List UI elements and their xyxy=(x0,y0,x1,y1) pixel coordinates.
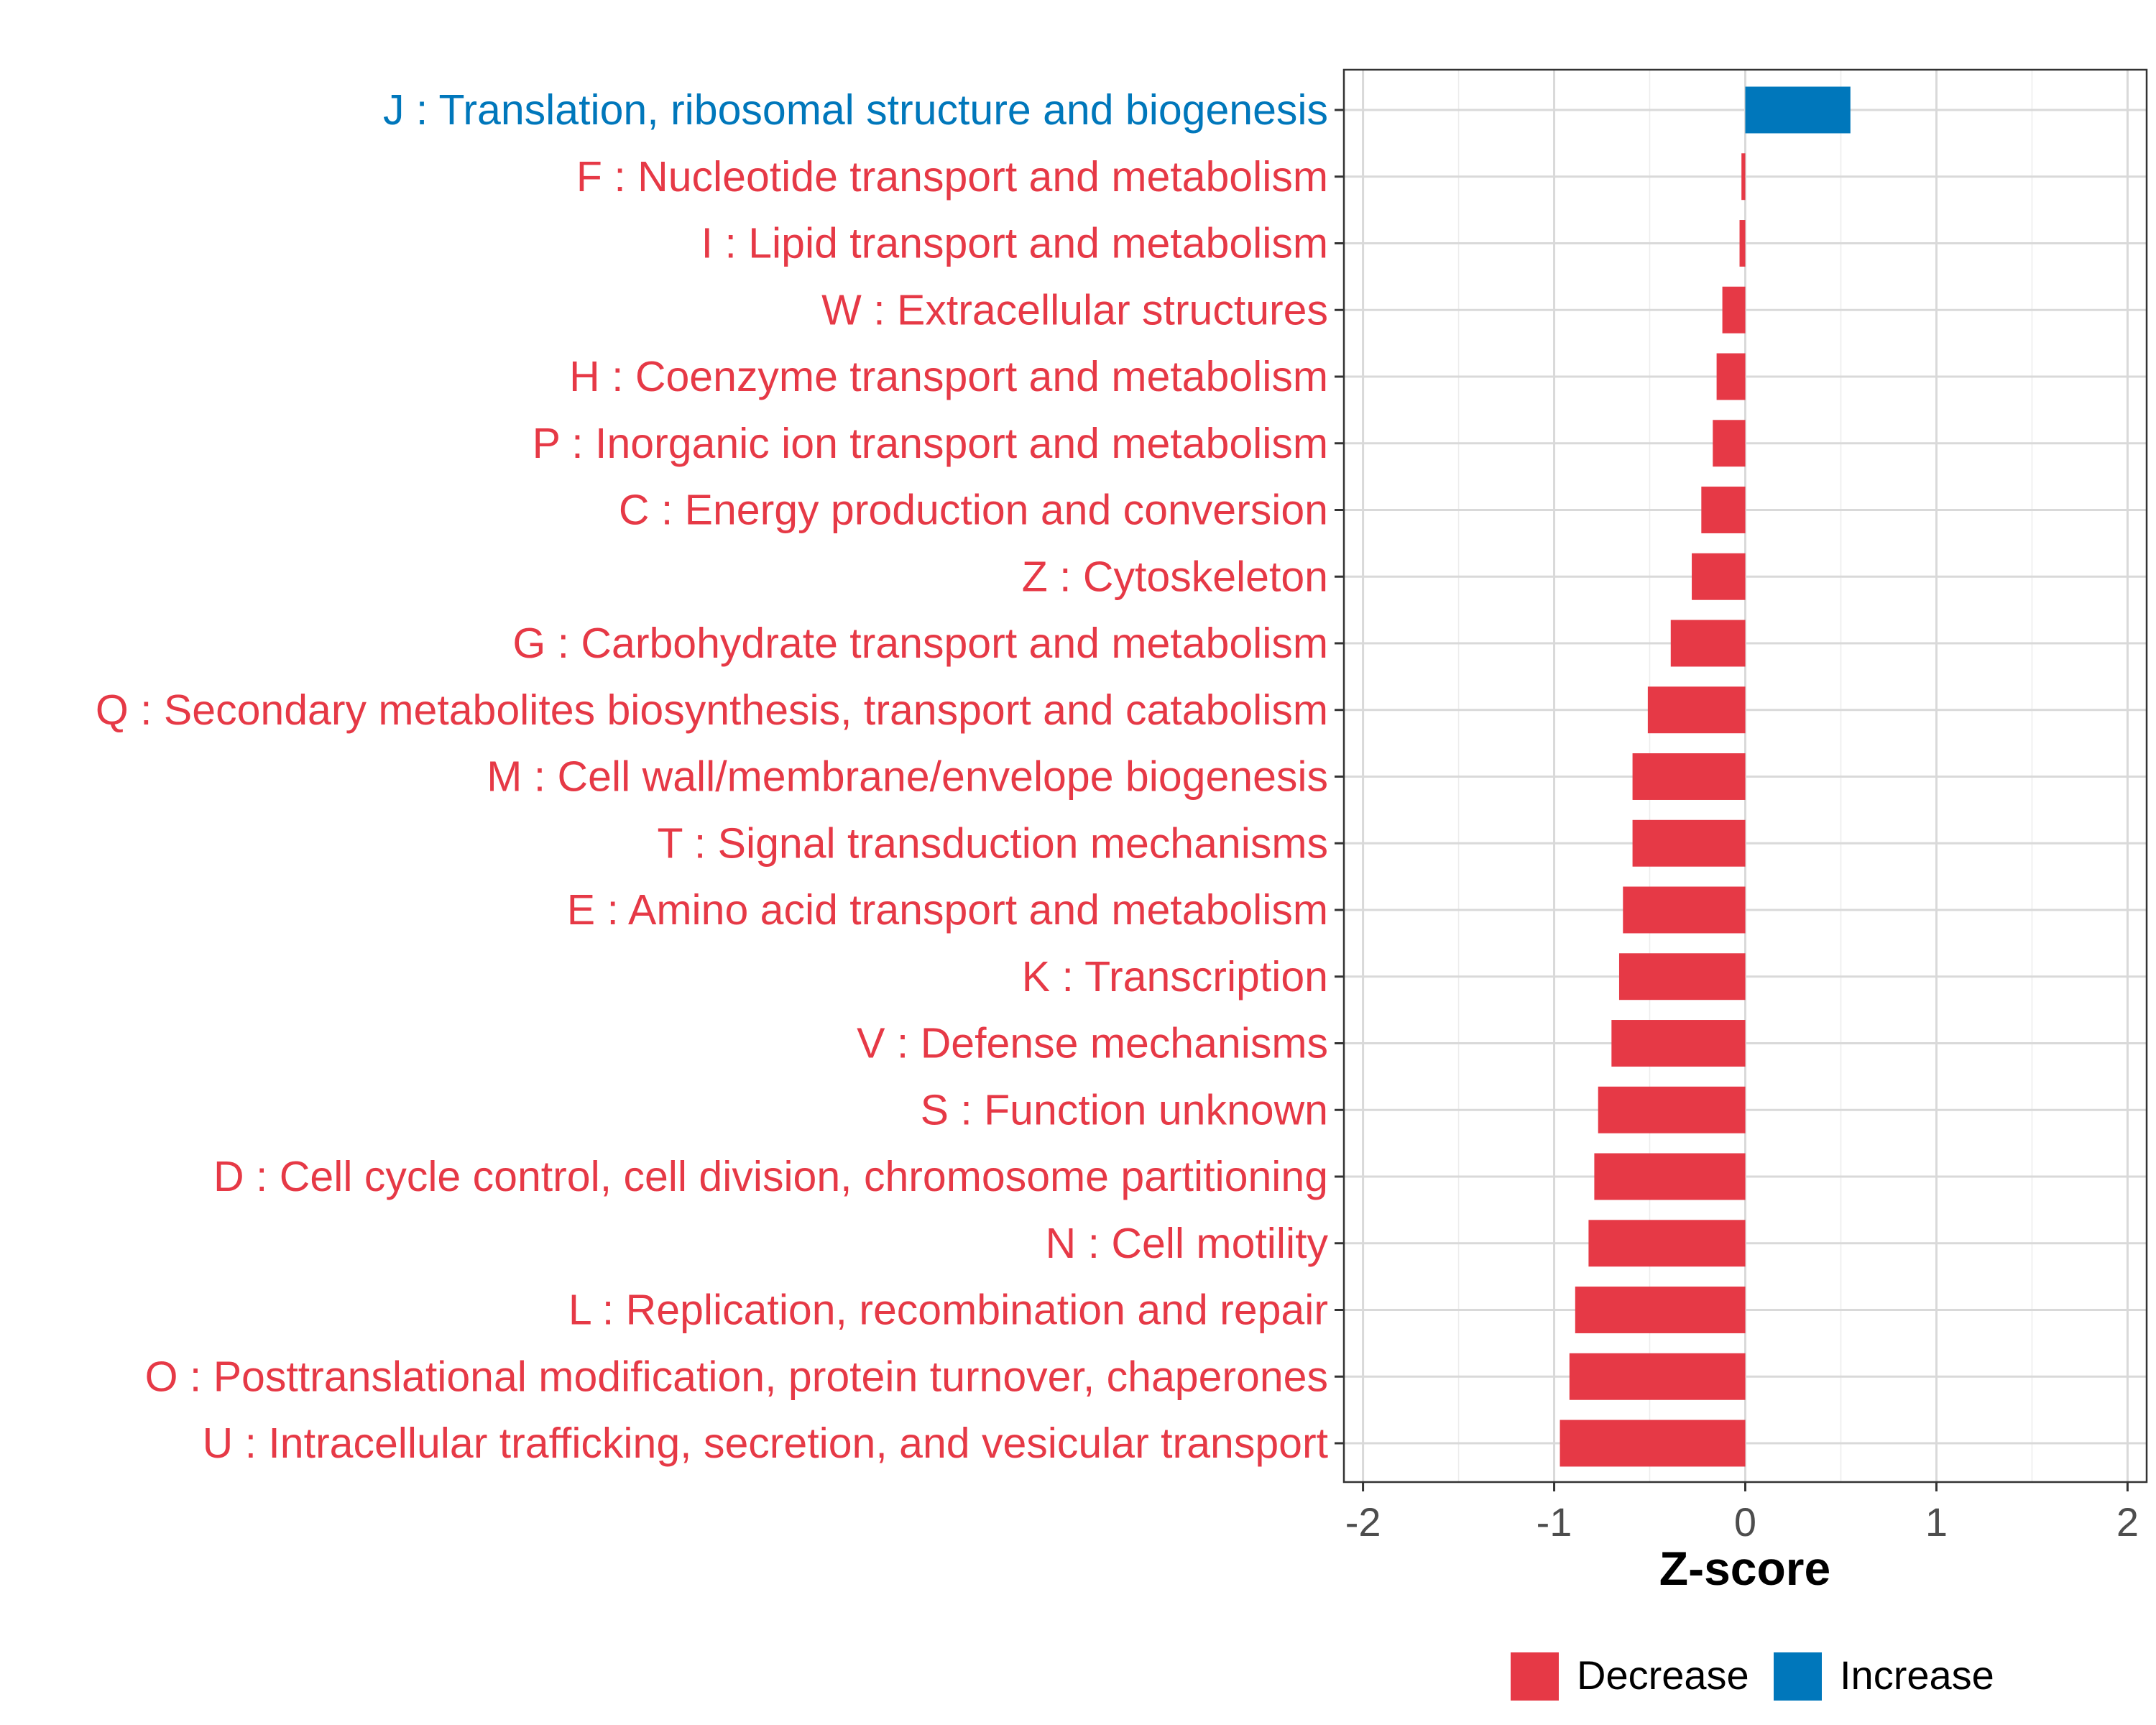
legend-swatch-decrease xyxy=(1511,1652,1559,1701)
x-axis-title: Z-score xyxy=(1659,1542,1830,1595)
x-tick-label: 0 xyxy=(1734,1499,1756,1545)
category-label: G : Carbohydrate transport and metabolis… xyxy=(512,620,1328,667)
legend-label-decrease: Decrease xyxy=(1577,1652,1749,1698)
category-label: N : Cell motility xyxy=(1046,1220,1329,1267)
category-label: V : Defense mechanisms xyxy=(857,1020,1328,1067)
category-label: F : Nucleotide transport and metabolism xyxy=(576,153,1328,201)
bar xyxy=(1594,1153,1746,1200)
bar xyxy=(1569,1353,1746,1400)
bar xyxy=(1611,1020,1746,1067)
bar xyxy=(1739,220,1746,267)
legend-label-increase: Increase xyxy=(1840,1652,1994,1698)
x-axis-tick-labels: -2 -1 0 1 2 xyxy=(1345,1499,2139,1545)
y-axis-ticks xyxy=(1335,109,1344,1445)
bar xyxy=(1716,353,1746,400)
x-axis-ticks xyxy=(1362,1482,2129,1491)
category-label: Q : Secondary metabolites biosynthesis, … xyxy=(96,686,1328,734)
bars-group xyxy=(1560,86,1851,1467)
y-axis-category-labels: J : Translation, ribosomal structure and… xyxy=(96,86,1329,1467)
bar xyxy=(1701,487,1746,533)
category-label: L : Replication, recombination and repai… xyxy=(568,1287,1328,1334)
bar xyxy=(1618,953,1746,1000)
bar xyxy=(1741,153,1746,201)
category-label: H : Coenzyme transport and metabolism xyxy=(569,353,1328,400)
category-label: M : Cell wall/membrane/envelope biogenes… xyxy=(487,753,1328,801)
category-label: E : Amino acid transport and metabolism xyxy=(567,886,1328,934)
category-label: T : Signal transduction mechanisms xyxy=(657,819,1328,867)
x-tick-label: 1 xyxy=(1925,1499,1948,1545)
category-label: S : Function unknown xyxy=(921,1086,1328,1133)
category-label: J : Translation, ribosomal structure and… xyxy=(383,86,1328,134)
bar xyxy=(1647,686,1746,734)
bar xyxy=(1575,1287,1746,1333)
category-label: Z : Cytoskeleton xyxy=(1022,553,1328,600)
x-tick-label: -1 xyxy=(1537,1499,1572,1545)
bar xyxy=(1632,819,1746,867)
legend-swatch-increase xyxy=(1774,1652,1822,1701)
bar xyxy=(1632,753,1746,800)
bar xyxy=(1598,1086,1746,1133)
legend: Decrease Increase xyxy=(1511,1652,1994,1701)
bar xyxy=(1722,286,1746,334)
bar xyxy=(1623,886,1746,934)
category-label: I : Lipid transport and metabolism xyxy=(701,220,1328,267)
category-label: C : Energy production and conversion xyxy=(619,487,1328,534)
category-label: D : Cell cycle control, cell division, c… xyxy=(213,1153,1328,1200)
category-label: O : Posttranslational modification, prot… xyxy=(145,1353,1328,1400)
bar xyxy=(1745,86,1851,134)
x-tick-label: 2 xyxy=(2116,1499,2139,1545)
category-label: U : Intracellular trafficking, secretion… xyxy=(203,1420,1328,1467)
bar xyxy=(1713,420,1746,467)
bar xyxy=(1670,620,1746,667)
category-label: P : Inorganic ion transport and metaboli… xyxy=(533,420,1328,467)
bar xyxy=(1588,1220,1746,1267)
category-label: K : Transcription xyxy=(1022,953,1328,1000)
bar xyxy=(1560,1420,1746,1467)
category-label: W : Extracellular structures xyxy=(821,286,1328,334)
bar xyxy=(1692,553,1746,600)
x-tick-label: -2 xyxy=(1345,1499,1381,1545)
